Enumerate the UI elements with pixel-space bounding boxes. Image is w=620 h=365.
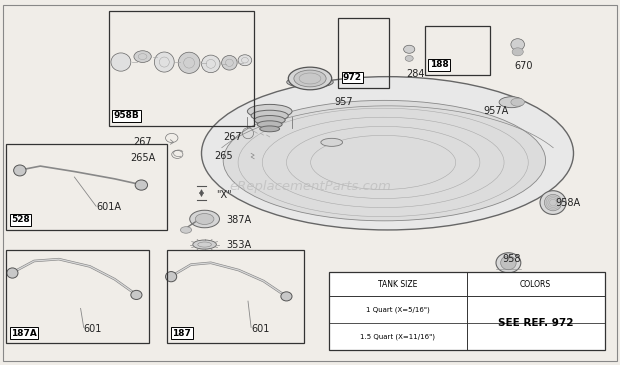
Ellipse shape [195, 214, 214, 224]
Ellipse shape [257, 121, 282, 128]
Text: eReplacementParts.com: eReplacementParts.com [229, 180, 391, 193]
Ellipse shape [111, 53, 131, 71]
Text: COLORS: COLORS [520, 280, 551, 289]
Ellipse shape [238, 55, 252, 66]
Bar [6, 250, 149, 343]
Bar [108, 11, 254, 126]
Ellipse shape [281, 292, 292, 301]
Text: 1 Quart (X=5/16"): 1 Quart (X=5/16") [366, 307, 430, 313]
Ellipse shape [288, 67, 332, 90]
Ellipse shape [154, 52, 174, 72]
Bar [338, 18, 389, 88]
Ellipse shape [134, 51, 151, 62]
Text: SEE REF. 972: SEE REF. 972 [498, 318, 574, 328]
Ellipse shape [193, 240, 216, 249]
Text: 601: 601 [251, 323, 270, 334]
Text: "X": "X" [216, 190, 231, 200]
Bar [6, 144, 167, 230]
Text: 387A: 387A [226, 215, 252, 225]
Ellipse shape [190, 210, 219, 228]
Text: 957: 957 [335, 97, 353, 107]
Text: 972: 972 [343, 73, 362, 82]
Ellipse shape [202, 55, 220, 73]
Text: 187: 187 [172, 328, 191, 338]
Text: 265A: 265A [130, 153, 156, 163]
Ellipse shape [131, 291, 142, 299]
Text: 528: 528 [11, 215, 30, 224]
Ellipse shape [14, 165, 26, 176]
Bar [167, 250, 304, 343]
Ellipse shape [540, 191, 566, 215]
Bar [329, 272, 604, 350]
Ellipse shape [179, 52, 200, 73]
Ellipse shape [405, 55, 413, 61]
Text: 188: 188 [430, 60, 448, 69]
Text: 958B: 958B [113, 111, 140, 120]
Ellipse shape [223, 100, 546, 221]
Ellipse shape [511, 39, 525, 50]
Ellipse shape [404, 45, 415, 53]
Ellipse shape [254, 116, 285, 125]
Ellipse shape [286, 77, 334, 88]
Text: TANK SIZE: TANK SIZE [378, 280, 417, 289]
Ellipse shape [247, 104, 292, 118]
Ellipse shape [202, 77, 574, 230]
Text: 284: 284 [406, 69, 425, 79]
Text: 265: 265 [214, 151, 232, 161]
Text: 267: 267 [223, 132, 242, 142]
Ellipse shape [511, 98, 525, 106]
Ellipse shape [166, 272, 177, 282]
Ellipse shape [512, 48, 523, 56]
Text: 670: 670 [515, 61, 533, 71]
Ellipse shape [294, 70, 326, 87]
Ellipse shape [7, 268, 18, 278]
Text: 601: 601 [84, 323, 102, 334]
Ellipse shape [321, 138, 343, 146]
Text: 1.5 Quart (X=11/16"): 1.5 Quart (X=11/16") [360, 334, 435, 340]
Text: 187A: 187A [11, 328, 37, 338]
Bar [425, 26, 490, 75]
Ellipse shape [544, 194, 562, 211]
Ellipse shape [251, 110, 288, 121]
Text: 267: 267 [133, 137, 152, 147]
Ellipse shape [222, 55, 237, 70]
Ellipse shape [501, 256, 516, 270]
Text: 353A: 353A [226, 240, 252, 250]
Text: 957A: 957A [484, 106, 509, 116]
Ellipse shape [499, 97, 524, 108]
Ellipse shape [496, 253, 521, 273]
Text: 958: 958 [502, 254, 521, 264]
Text: 958A: 958A [555, 197, 580, 208]
Ellipse shape [260, 126, 280, 132]
Text: 601A: 601A [96, 202, 121, 212]
Ellipse shape [135, 180, 148, 190]
Ellipse shape [180, 227, 192, 233]
